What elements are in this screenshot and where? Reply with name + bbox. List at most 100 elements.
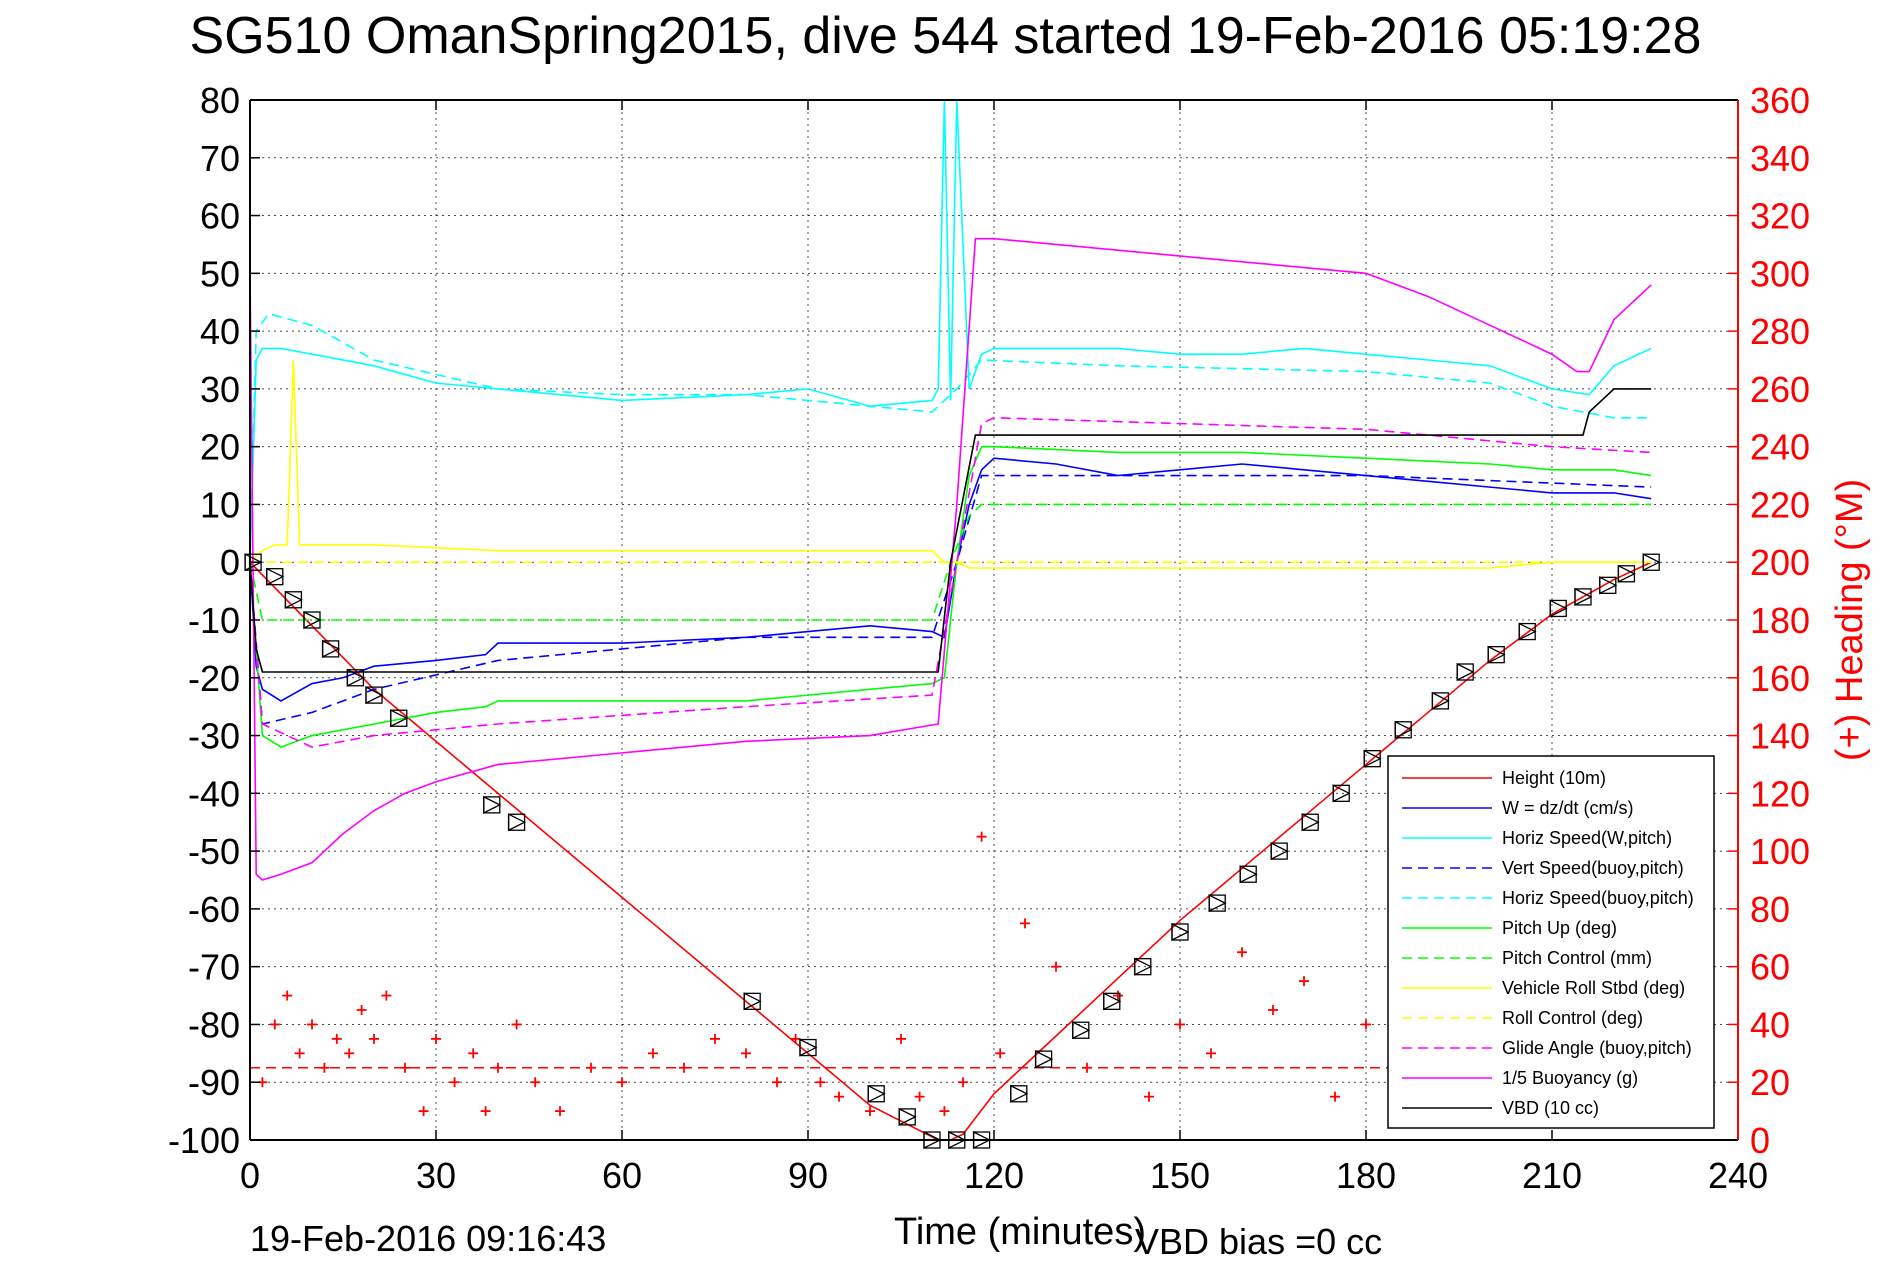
heading-point bbox=[480, 1106, 491, 1117]
y-tick-label: 80 bbox=[200, 80, 240, 121]
heading-point bbox=[381, 990, 392, 1001]
height-marker bbox=[1599, 576, 1618, 595]
y-tick-label: -10 bbox=[188, 600, 240, 641]
height-marker bbox=[244, 553, 263, 572]
vbd-bias-label: VBD bias =0 cc bbox=[1135, 1221, 1383, 1262]
heading-point bbox=[939, 1106, 950, 1117]
height-marker bbox=[507, 813, 527, 832]
plot-timestamp: 19-Feb-2016 09:16:43 bbox=[250, 1218, 607, 1259]
height-marker bbox=[321, 639, 341, 658]
height-marker bbox=[898, 1107, 917, 1126]
height-marker bbox=[799, 1038, 818, 1057]
y-tick-label: 70 bbox=[200, 138, 240, 179]
legend-label: VBD (10 cc) bbox=[1502, 1098, 1599, 1118]
heading-point bbox=[555, 1106, 565, 1117]
marker-triangle bbox=[1239, 865, 1258, 884]
y2-tick-label: 140 bbox=[1750, 716, 1810, 757]
height-marker bbox=[1134, 957, 1153, 976]
y-tick-label: -60 bbox=[188, 889, 240, 930]
marker-triangle bbox=[1171, 922, 1190, 942]
marker-triangle bbox=[321, 639, 341, 658]
heading-point bbox=[356, 1005, 367, 1015]
y-tick-label: -50 bbox=[188, 831, 240, 872]
marker-triangle bbox=[1617, 564, 1636, 583]
height-marker bbox=[867, 1084, 886, 1103]
marker-triangle bbox=[1034, 1050, 1054, 1069]
marker-triangle bbox=[1010, 1084, 1029, 1103]
y2-tick-label: 300 bbox=[1750, 253, 1810, 294]
series-vehicle-roll-stbd-deg bbox=[249, 359, 1652, 569]
heading-point bbox=[431, 1033, 441, 1044]
marker-triangle bbox=[507, 813, 527, 832]
marker-triangle bbox=[1599, 576, 1618, 595]
height-marker bbox=[1103, 992, 1122, 1011]
y2-tick-label: 360 bbox=[1750, 80, 1810, 121]
series-vbd-10-cc bbox=[249, 388, 1652, 673]
height-marker bbox=[1617, 564, 1636, 583]
height-marker bbox=[390, 709, 409, 728]
y-tick-label: 60 bbox=[200, 196, 240, 237]
y2-tick-label: 260 bbox=[1750, 369, 1810, 410]
marker-triangle bbox=[1363, 749, 1382, 768]
heading-point bbox=[710, 1033, 720, 1044]
heading-point bbox=[1330, 1091, 1340, 1102]
y2-tick-label: 280 bbox=[1750, 311, 1810, 352]
x-axis-label: Time (minutes) bbox=[894, 1211, 1146, 1253]
marker-triangle bbox=[390, 709, 409, 728]
x-tick-label: 120 bbox=[964, 1155, 1024, 1196]
heading-point bbox=[741, 1048, 751, 1059]
y2-tick-label: 100 bbox=[1750, 831, 1810, 872]
marker-triangle bbox=[1574, 587, 1593, 606]
series-horiz-speed-w-pitch bbox=[249, 99, 1652, 563]
height-marker bbox=[1456, 662, 1475, 682]
marker-triangle bbox=[1332, 784, 1351, 803]
height-marker bbox=[1574, 587, 1593, 606]
height-marker bbox=[1363, 749, 1382, 768]
legend-label: Pitch Control (mm) bbox=[1502, 948, 1652, 968]
marker-triangle bbox=[266, 567, 285, 586]
marker-triangle bbox=[898, 1107, 917, 1126]
heading-point bbox=[865, 1106, 875, 1117]
heading-point bbox=[449, 1077, 460, 1088]
marker-triangle bbox=[303, 610, 322, 630]
y-tick-label: 50 bbox=[200, 253, 240, 294]
heading-point bbox=[958, 1077, 968, 1088]
heading-point bbox=[1268, 1005, 1278, 1015]
height-marker bbox=[1010, 1084, 1029, 1103]
x-tick-label: 90 bbox=[788, 1155, 828, 1196]
legend-label: Vert Speed(buoy,pitch) bbox=[1502, 858, 1684, 878]
y-tick-label: -30 bbox=[188, 716, 240, 757]
y2-tick-label: 220 bbox=[1750, 484, 1810, 525]
heading-point bbox=[617, 1077, 627, 1088]
x-tick-label: 30 bbox=[416, 1155, 456, 1196]
height-marker bbox=[1171, 922, 1190, 942]
x-tick-label: 180 bbox=[1336, 1155, 1396, 1196]
y-tick-label: 40 bbox=[200, 311, 240, 352]
heading-point bbox=[1237, 947, 1247, 958]
marker-triangle bbox=[1549, 599, 1568, 618]
height-marker bbox=[1239, 865, 1258, 884]
legend-box bbox=[1387, 755, 1715, 1129]
y-tick-label: 10 bbox=[200, 484, 240, 525]
heading-point bbox=[530, 1077, 541, 1088]
marker-triangle bbox=[244, 553, 263, 572]
y-tick-label: -40 bbox=[188, 773, 240, 814]
y-tick-label: -100 bbox=[168, 1120, 240, 1161]
marker-triangle bbox=[1134, 957, 1153, 976]
marker-triangle bbox=[1518, 622, 1537, 641]
heading-point bbox=[815, 1077, 826, 1088]
y2-tick-label: 20 bbox=[1750, 1062, 1790, 1103]
y2-tick-label: 320 bbox=[1750, 196, 1810, 237]
heading-point bbox=[896, 1033, 906, 1044]
marker-triangle bbox=[867, 1084, 886, 1103]
marker-triangle bbox=[1642, 553, 1661, 572]
marker-triangle bbox=[346, 668, 365, 687]
heading-point bbox=[282, 990, 293, 1001]
height-marker bbox=[1072, 1021, 1091, 1040]
height-marker bbox=[1208, 894, 1227, 913]
y-tick-label: 30 bbox=[200, 369, 240, 410]
heading-point bbox=[369, 1033, 379, 1044]
x-tick-label: 210 bbox=[1522, 1155, 1582, 1196]
heading-point bbox=[995, 1048, 1006, 1059]
heading-point bbox=[834, 1091, 844, 1102]
